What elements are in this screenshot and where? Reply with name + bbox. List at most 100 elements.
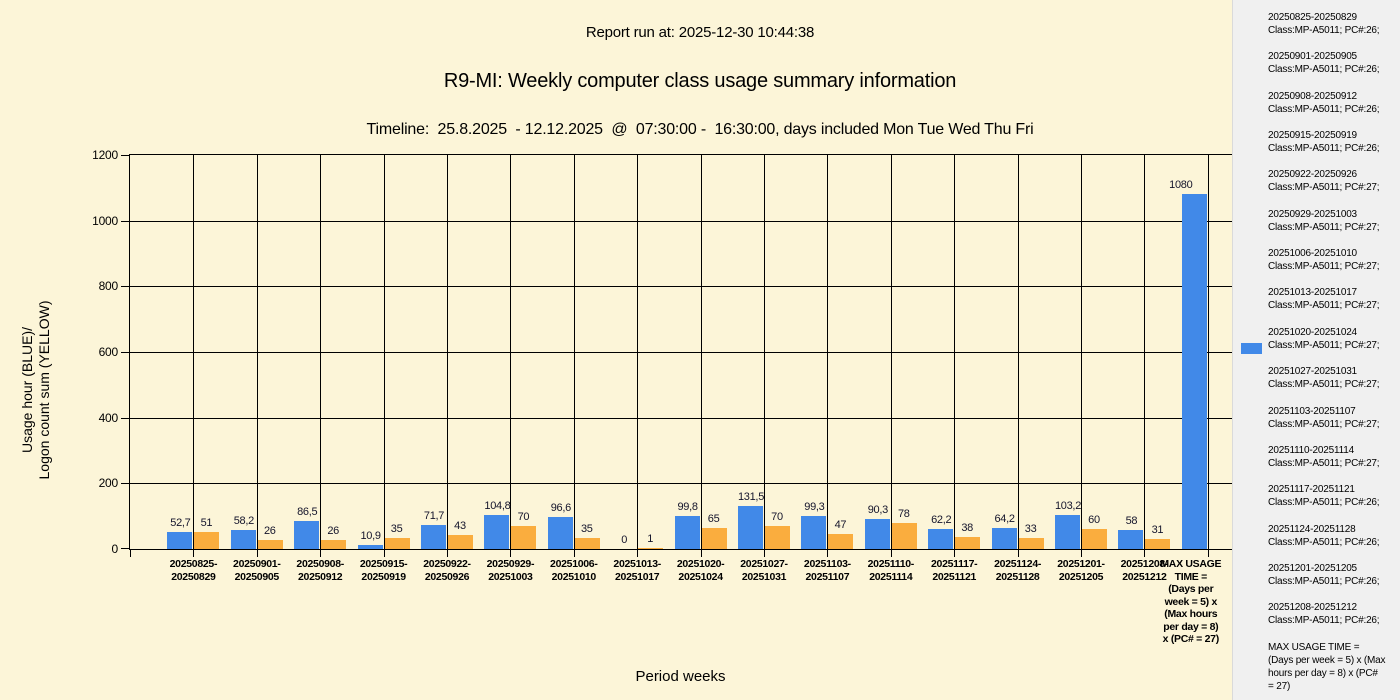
bar-value-label: 1080	[1169, 179, 1193, 191]
legend-class-info: Class:MP-A5011; PC#:27;	[1268, 457, 1380, 469]
bar-logon-count	[384, 538, 410, 549]
legend-entry: 20251027-20251031 Class:MP-A5011; PC#:27;	[1268, 365, 1380, 391]
bar-value-label: 60	[1088, 514, 1100, 526]
v-gridline	[700, 155, 702, 549]
x-tick-label: 20251110- 20251114	[867, 558, 915, 583]
x-axis-tick	[447, 549, 448, 557]
y-axis-tick	[121, 220, 129, 222]
v-gridline	[193, 155, 195, 549]
bar-value-label: 131,5	[737, 491, 765, 503]
h-gridline	[130, 483, 1233, 485]
legend-entry: 20250929-20251003 Class:MP-A5011; PC#:27;	[1268, 208, 1380, 234]
legend-period: 20250908-20250912	[1268, 90, 1357, 102]
bar-value-label: 1	[647, 533, 654, 545]
bar-usage-hour	[547, 517, 573, 549]
bar-usage-hour	[421, 525, 446, 549]
x-tick-label: 20250929- 20251003	[486, 558, 535, 583]
bar-value-label: 35	[580, 523, 593, 535]
x-tick-label: 20251006- 20251010	[550, 558, 598, 583]
legend-entry: 20251013-20251017 Class:MP-A5011; PC#:27;	[1268, 286, 1380, 312]
legend-period: 20251027-20251031	[1268, 366, 1357, 378]
legend-class-info: Class:MP-A5011; PC#:26;	[1268, 64, 1380, 76]
h-gridline	[130, 286, 1233, 288]
bar-logon-count	[574, 538, 600, 549]
bar-usage-hour	[864, 519, 890, 549]
y-axis-title: Usage hour (BLUE)/ Logon count sum (YELL…	[19, 301, 53, 480]
bar-value-label: 51	[200, 517, 213, 529]
v-gridline	[637, 155, 639, 549]
v-gridline	[954, 155, 956, 549]
legend-entry: 20251103-20251107 Class:MP-A5011; PC#:27;	[1268, 405, 1380, 431]
bar-usage-hour	[928, 529, 954, 549]
y-axis-title-line1: Usage hour (BLUE)/	[19, 326, 35, 454]
x-tick-label: 20251103- 20251107	[803, 558, 851, 583]
bar-value-label: 65	[707, 513, 720, 525]
legend-period: 20251208-20251212	[1268, 602, 1357, 614]
legend-period: 20251117-20251121	[1268, 484, 1355, 496]
bar-value-label: 58	[1125, 515, 1138, 527]
x-tick-label: 20250825- 20250829	[169, 558, 218, 583]
bar-value-label: 99,3	[804, 501, 825, 513]
legend-panel: 20250825-20250829 Class:MP-A5011; PC#:26;…	[1232, 0, 1400, 700]
x-axis-tick	[573, 549, 575, 557]
legend-entry: 20251201-20251205 Class:MP-A5011; PC#:26;	[1268, 562, 1380, 588]
bar-logon-count	[701, 528, 727, 549]
x-axis-tick	[700, 549, 702, 557]
v-gridline	[1081, 155, 1082, 549]
y-axis-tick	[121, 548, 129, 549]
bar-value-label: 103,2	[1054, 500, 1082, 512]
legend-entry: 20250908-20250912 Class:MP-A5011; PC#:26;	[1268, 90, 1380, 116]
chart-title: R9-MI: Weekly computer class usage summa…	[443, 70, 957, 92]
bar-value-label: 104,8	[484, 500, 511, 512]
y-tick-label: 1200	[92, 148, 118, 162]
bar-usage-hour	[294, 521, 320, 549]
bar-value-label: 31	[1151, 524, 1164, 536]
bar-usage-hour	[484, 515, 510, 549]
bar-usage-hour	[1118, 530, 1144, 549]
x-tick-label: MAX USAGE TIME = (Days per week = 5) x (…	[1160, 558, 1222, 645]
bar-value-label: 78	[897, 508, 910, 520]
legend-period: 20251103-20251107	[1268, 405, 1356, 417]
y-tick-label: 200	[98, 476, 119, 491]
bar-value-label: 99,8	[677, 501, 698, 513]
bar-value-label: 90,3	[867, 504, 889, 516]
x-tick-label: 20251027- 20251031	[740, 558, 788, 583]
v-gridline	[256, 155, 258, 549]
y-axis-tick	[121, 352, 129, 353]
v-gridline	[890, 155, 892, 549]
x-tick-label: 20250922- 20250926	[423, 558, 471, 583]
plot-area: 0 200 400 600 800 1000 1200 52,7 51 20250825- 202…	[92, 148, 1233, 645]
v-gridline	[764, 155, 765, 549]
bar-value-label: 10,9	[360, 530, 381, 542]
legend-class-info: Class:MP-A5011; PC#:27;	[1268, 379, 1380, 391]
bar-value-label: 35	[390, 523, 403, 535]
legend-key-swatch-icon	[1241, 343, 1262, 354]
x-tick-label: 20250901- 20250905	[233, 558, 281, 583]
v-gridline	[1017, 155, 1019, 549]
x-tick-label: 20251013- 20251017	[613, 558, 661, 583]
h-gridline	[130, 417, 1233, 419]
bar-value-label: 33	[1024, 523, 1037, 535]
legend-entry: 20251124-20251128 Class:MP-A5011; PC#:26;	[1268, 523, 1380, 549]
y-axis-tick	[121, 155, 129, 156]
legend-class-info: Class:MP-A5011; PC#:26;	[1268, 575, 1380, 587]
x-axis-tick	[193, 549, 195, 557]
bar-logon-count	[638, 548, 664, 549]
x-axis-tick	[954, 549, 956, 557]
bar-value-label: 52,7	[170, 517, 191, 529]
x-axis-tick	[637, 549, 639, 557]
bar-value-label: 38	[961, 522, 974, 534]
y-tick-label: 600	[98, 345, 119, 359]
x-axis-tick	[130, 549, 131, 557]
v-gridline	[1144, 155, 1146, 549]
bar-logon-count	[1018, 538, 1044, 549]
v-gridline	[573, 155, 575, 549]
x-tick-label: 20251201- 20251205	[1057, 558, 1105, 583]
y-axis-tick	[121, 286, 129, 288]
bar-usage-hour	[801, 516, 827, 549]
bar-logon-count	[891, 523, 917, 549]
bar-value-label: 86,5	[297, 506, 318, 518]
bar-logon-count	[828, 534, 854, 549]
bar-value-label: 47	[834, 519, 847, 531]
